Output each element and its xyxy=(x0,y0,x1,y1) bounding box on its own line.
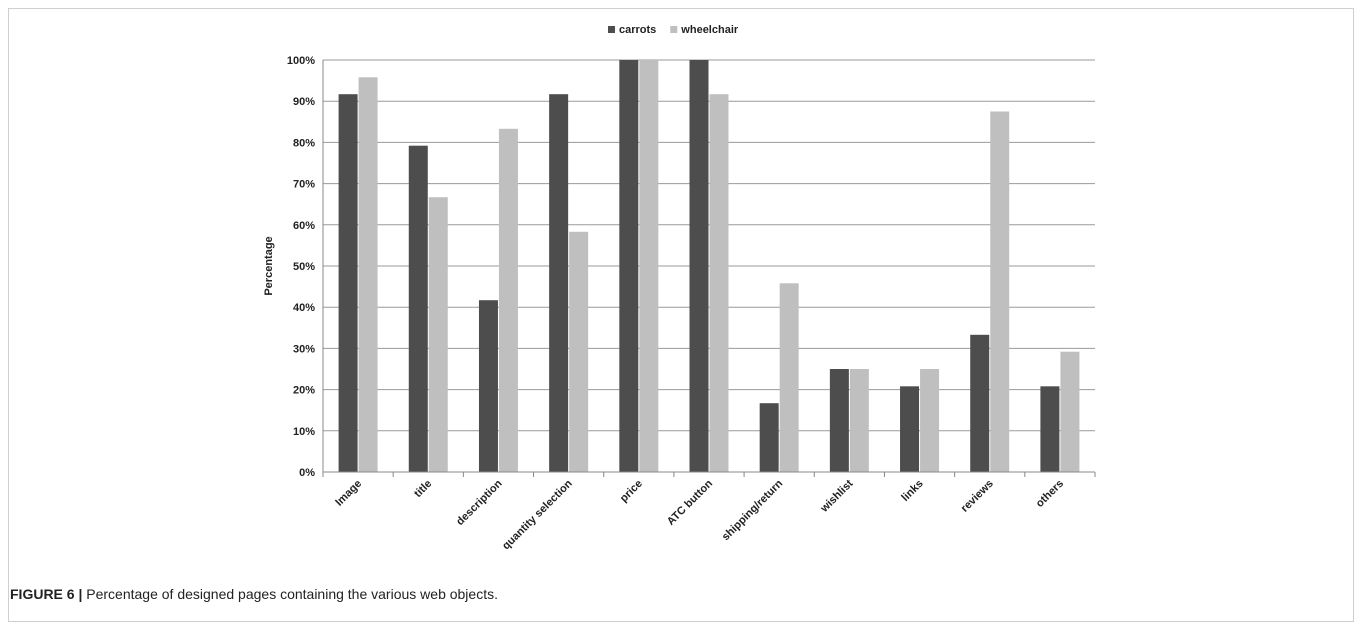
bar-wheelchair xyxy=(920,369,940,472)
y-tick-label: 90% xyxy=(293,96,315,108)
x-tick-label: ATC button xyxy=(665,477,715,527)
x-tick-label: description xyxy=(454,477,505,528)
bar-wheelchair xyxy=(990,111,1010,472)
figure-caption: FIGURE 6 | Percentage of designed pages … xyxy=(10,586,498,602)
gridlines xyxy=(322,59,1096,477)
y-tick-label: 70% xyxy=(293,179,315,191)
y-tick-label: 20% xyxy=(293,385,315,397)
bar-carrots xyxy=(970,334,990,472)
y-tick-label: 100% xyxy=(287,55,315,67)
y-tick-labels: 0% 10% 20% 30% 40% 50% 60% 70% 80% 90% 100% xyxy=(287,55,315,479)
bar-chart: 0% 10% 20% 30% 40% 50% 60% 70% 80% 90% 100% Image t… xyxy=(263,24,1096,552)
bar-carrots xyxy=(900,386,920,472)
y-tick-label: 40% xyxy=(293,302,315,314)
bar-wheelchair xyxy=(849,369,869,472)
bar-wheelchair xyxy=(779,283,799,472)
y-tick-label: 0% xyxy=(299,467,315,479)
x-tick-label: others xyxy=(1034,478,1066,510)
y-tick-label: 60% xyxy=(293,220,315,232)
legend-label-carrots: carrots xyxy=(619,24,656,36)
bar-wheelchair xyxy=(428,197,448,473)
bar-wheelchair xyxy=(569,231,589,472)
bar-carrots xyxy=(759,403,779,472)
bar-carrots xyxy=(1040,386,1060,472)
x-tick-label: quantity selection xyxy=(500,477,575,552)
bar-wheelchair xyxy=(498,128,518,472)
bar-carrots xyxy=(619,60,639,472)
bar-carrots xyxy=(478,300,498,472)
y-tick-label: 10% xyxy=(293,426,315,438)
legend: carrots wheelchair xyxy=(608,24,739,36)
y-axis-label: Percentage xyxy=(263,236,275,295)
legend-swatch-carrots xyxy=(608,26,615,33)
legend-label-wheelchair: wheelchair xyxy=(680,24,739,36)
bar-carrots xyxy=(338,94,358,473)
bar-wheelchair xyxy=(358,77,378,472)
caption-text: Percentage of designed pages containing … xyxy=(82,586,498,602)
bar-wheelchair xyxy=(1060,351,1080,472)
bar-carrots xyxy=(549,94,569,473)
bar-wheelchair xyxy=(639,60,659,472)
y-tick-label: 30% xyxy=(293,343,315,355)
x-tick-label: links xyxy=(899,478,925,504)
legend-swatch-wheelchair xyxy=(670,26,678,33)
x-tick-label: title xyxy=(412,478,434,500)
y-tick-label: 80% xyxy=(293,137,315,149)
x-tick-label: wishlist xyxy=(818,477,856,515)
x-tick-label: price xyxy=(618,478,645,505)
x-tick-label: reviews xyxy=(959,478,996,515)
x-tick-label: Image xyxy=(333,478,364,509)
bar-carrots xyxy=(408,145,428,473)
bar-wheelchair xyxy=(709,94,729,473)
y-tick-label: 50% xyxy=(293,261,315,273)
bar-carrots xyxy=(829,369,849,472)
bar-carrots xyxy=(689,60,709,472)
bars xyxy=(338,60,1080,473)
x-tick-label: shipping/return xyxy=(720,477,786,543)
caption-label: FIGURE 6 | xyxy=(10,586,83,602)
